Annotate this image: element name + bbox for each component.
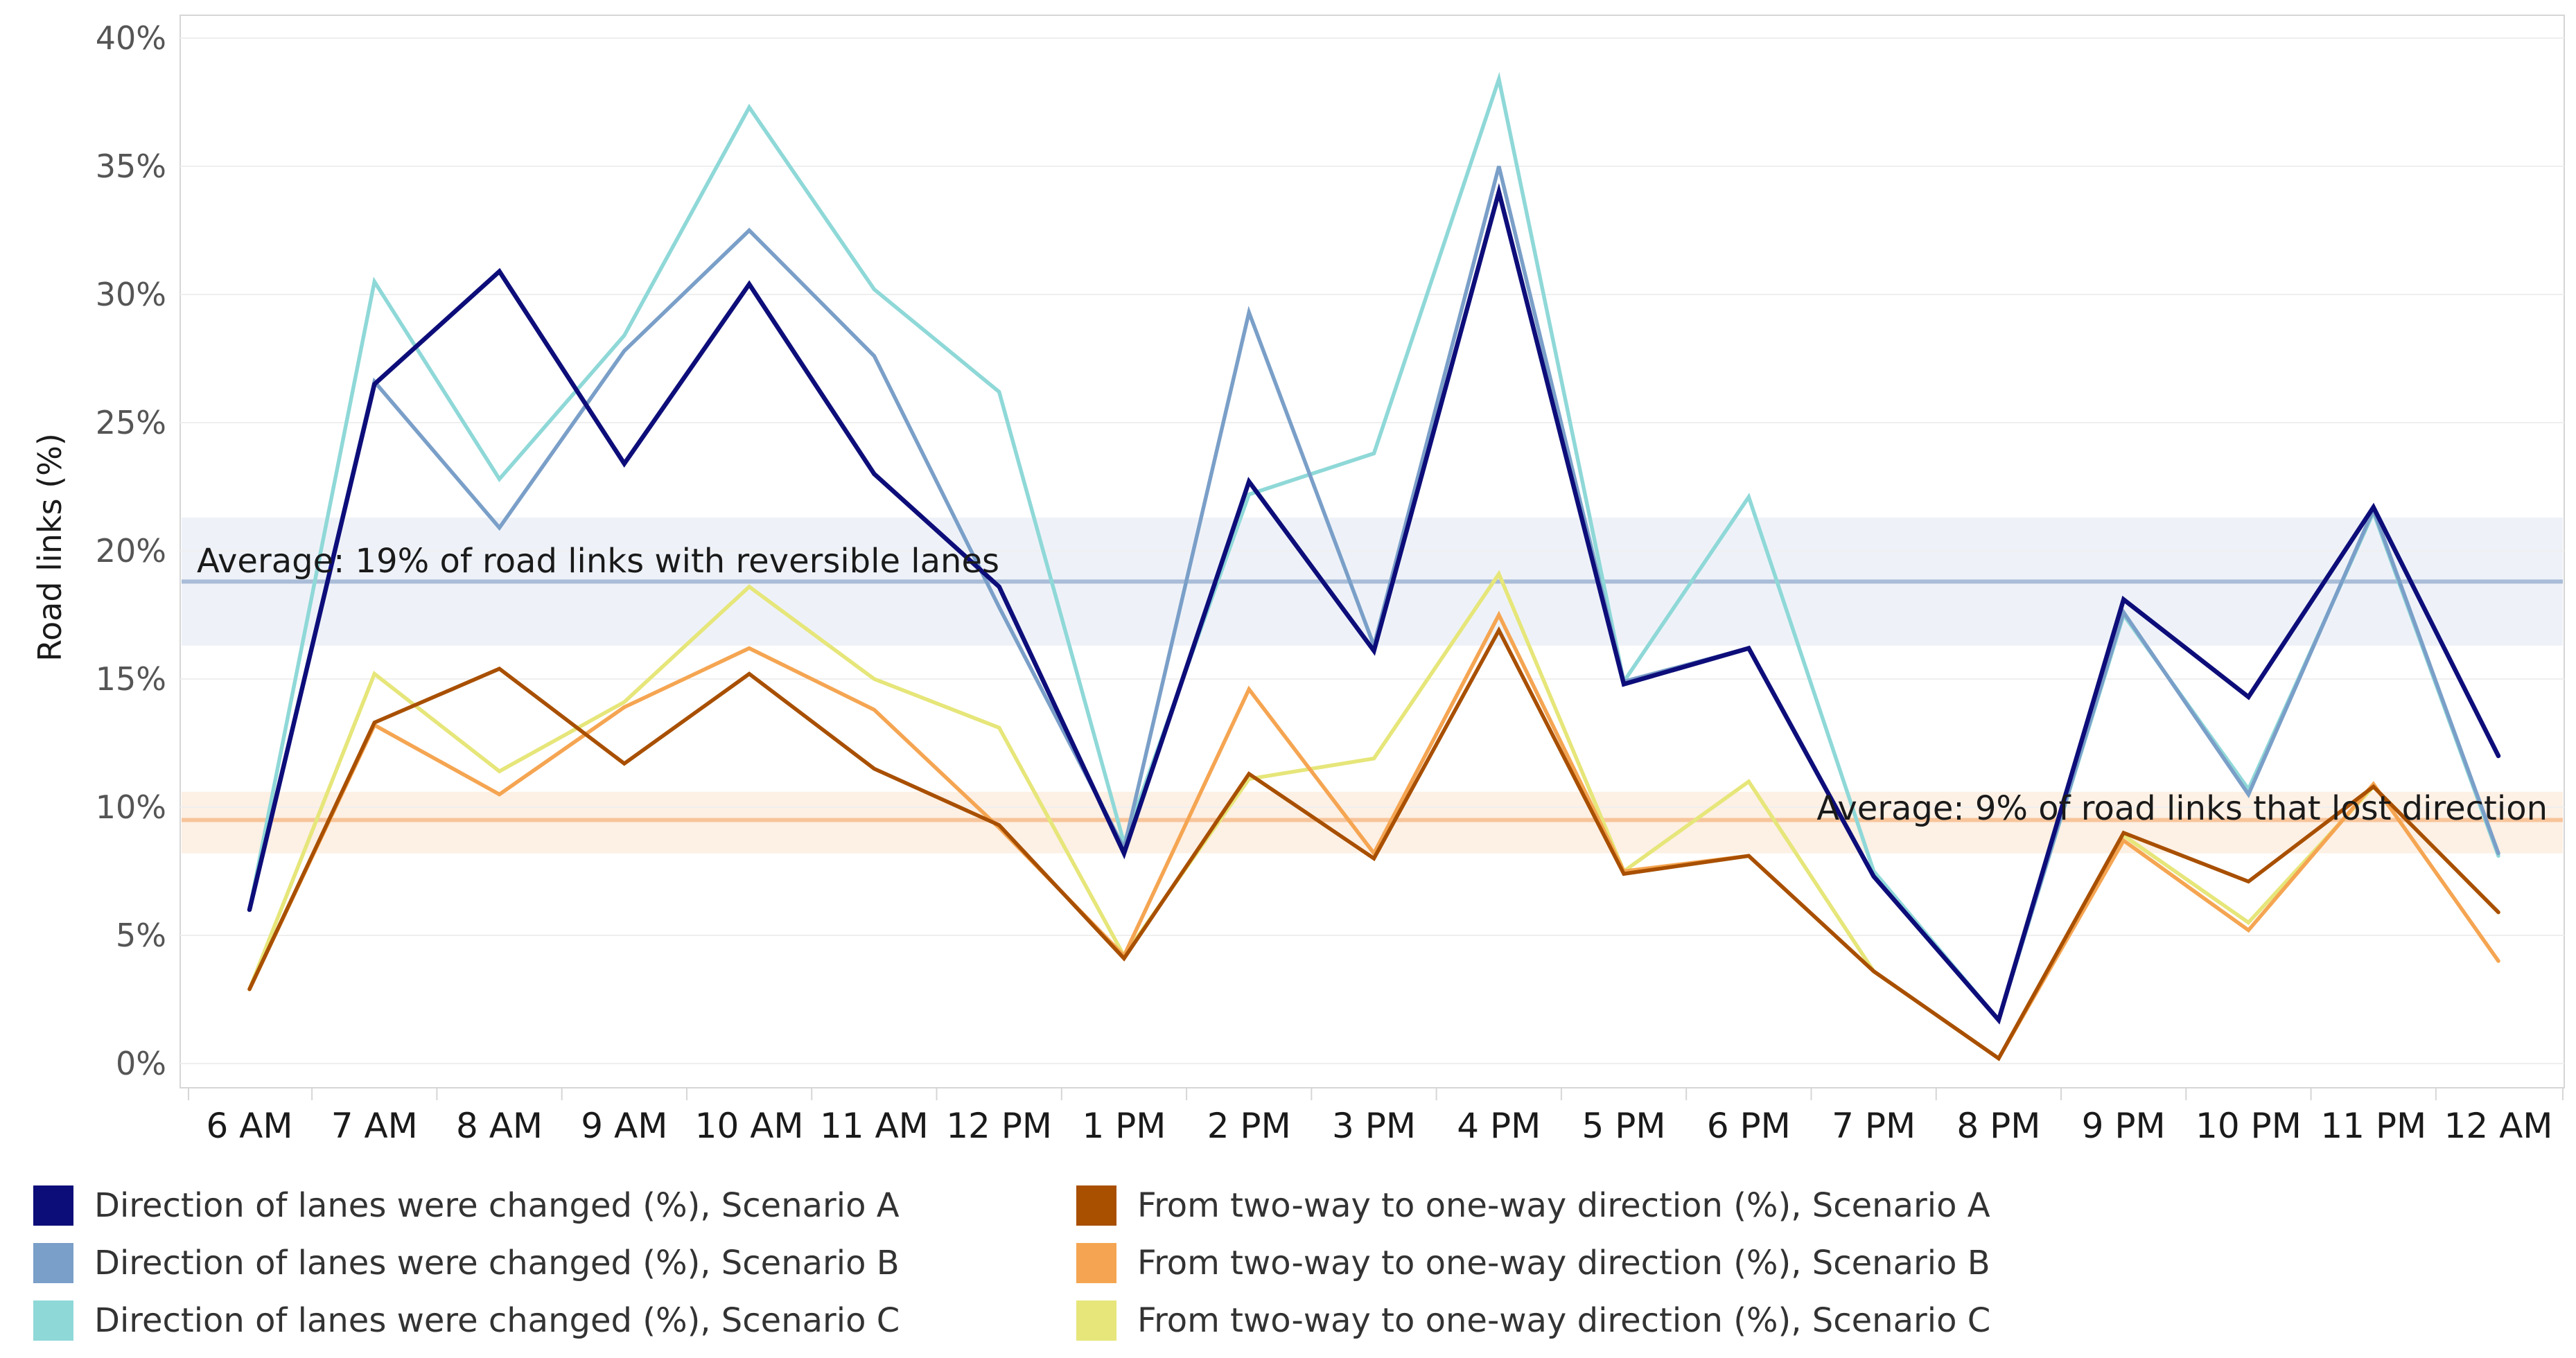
legend-swatch bbox=[1076, 1300, 1116, 1341]
legend-item-changed-c: Direction of lanes were changed (%), Sce… bbox=[33, 1300, 900, 1341]
legend-label: From two-way to one-way direction (%), S… bbox=[1137, 1301, 1991, 1340]
x-tick-label: 8 PM bbox=[1956, 1106, 2040, 1146]
x-tick-label: 4 PM bbox=[1457, 1106, 1541, 1146]
series-line-0 bbox=[247, 183, 2501, 1025]
reference-label-lost-direction: Average: 9% of road links that lost dire… bbox=[1816, 789, 2548, 828]
x-tick-label: 12 AM bbox=[2444, 1106, 2553, 1146]
reference-label-reversible: Average: 19% of road links with reversib… bbox=[197, 542, 999, 581]
legend-item-changed-a: Direction of lanes were changed (%), Sce… bbox=[33, 1185, 900, 1226]
y-tick-label: 15% bbox=[96, 660, 166, 698]
y-axis-ticks: 0% 5% 10% 15% 20% 25% 30% 35% 40% bbox=[96, 19, 166, 1082]
x-tick-label: 1 PM bbox=[1082, 1106, 1166, 1146]
x-tick-label: 10 PM bbox=[2196, 1106, 2302, 1146]
y-tick-label: 25% bbox=[96, 404, 166, 441]
series-line-3 bbox=[247, 626, 2500, 1061]
legend-swatch bbox=[1076, 1243, 1116, 1283]
legend-label: Direction of lanes were changed (%), Sce… bbox=[94, 1301, 900, 1340]
legend-item-oneway-c: From two-way to one-way direction (%), S… bbox=[1076, 1300, 1990, 1341]
y-tick-label: 5% bbox=[116, 917, 166, 954]
legend-swatch bbox=[1076, 1185, 1116, 1226]
y-tick-label: 20% bbox=[96, 532, 166, 570]
x-tick-label: 11 AM bbox=[820, 1106, 929, 1146]
x-tick-label: 3 PM bbox=[1332, 1106, 1416, 1146]
x-tick-label: 5 PM bbox=[1582, 1106, 1666, 1146]
y-axis-label: Road links (%) bbox=[31, 433, 69, 662]
x-tick-label: 6 PM bbox=[1707, 1106, 1791, 1146]
legend-label: From two-way to one-way direction (%), S… bbox=[1137, 1186, 1990, 1225]
y-tick-label: 30% bbox=[96, 276, 166, 313]
legend-swatch bbox=[33, 1243, 73, 1283]
x-tick-label: 7 AM bbox=[331, 1106, 418, 1146]
series-line-4 bbox=[247, 610, 2500, 1061]
gridlines bbox=[180, 37, 2564, 1064]
legend-label: Direction of lanes were changed (%), Sce… bbox=[94, 1244, 900, 1282]
reference-band-1 bbox=[182, 791, 2563, 854]
x-tick-label: 9 PM bbox=[2082, 1106, 2166, 1146]
y-tick-label: 10% bbox=[96, 788, 166, 826]
x-tick-label: 7 PM bbox=[1832, 1106, 1916, 1146]
legend: Direction of lanes were changed (%), Sce… bbox=[33, 1178, 2112, 1351]
legend-item-changed-b: Direction of lanes were changed (%), Sce… bbox=[33, 1242, 900, 1284]
reference-lines bbox=[182, 579, 2563, 822]
x-tick-label: 9 AM bbox=[581, 1106, 667, 1146]
x-axis-ticks: 6 AM 7 AM 8 AM 9 AM 10 AM 11 AM 12 PM 1 PM 2 PM 3… bbox=[188, 1088, 2564, 1146]
x-tick-label: 6 AM bbox=[206, 1106, 292, 1146]
x-tick-label: 12 PM bbox=[946, 1106, 1052, 1146]
x-tick-label: 8 AM bbox=[456, 1106, 543, 1146]
x-tick-label: 11 PM bbox=[2320, 1106, 2426, 1146]
x-tick-label: 10 AM bbox=[695, 1106, 804, 1146]
legend-label: Direction of lanes were changed (%), Sce… bbox=[94, 1186, 900, 1225]
y-tick-label: 40% bbox=[96, 19, 166, 57]
x-tick-label: 2 PM bbox=[1207, 1106, 1291, 1146]
series-lines bbox=[247, 71, 2501, 1061]
reference-labels: Average: 19% of road links with reversib… bbox=[197, 542, 2548, 828]
legend-swatch bbox=[33, 1185, 73, 1226]
y-tick-label: 0% bbox=[116, 1045, 166, 1082]
y-tick-label: 35% bbox=[96, 148, 166, 185]
legend-item-oneway-a: From two-way to one-way direction (%), S… bbox=[1076, 1185, 1990, 1226]
legend-label: From two-way to one-way direction (%), S… bbox=[1137, 1244, 1990, 1282]
legend-swatch bbox=[33, 1300, 73, 1341]
legend-item-oneway-b: From two-way to one-way direction (%), S… bbox=[1076, 1242, 1990, 1284]
